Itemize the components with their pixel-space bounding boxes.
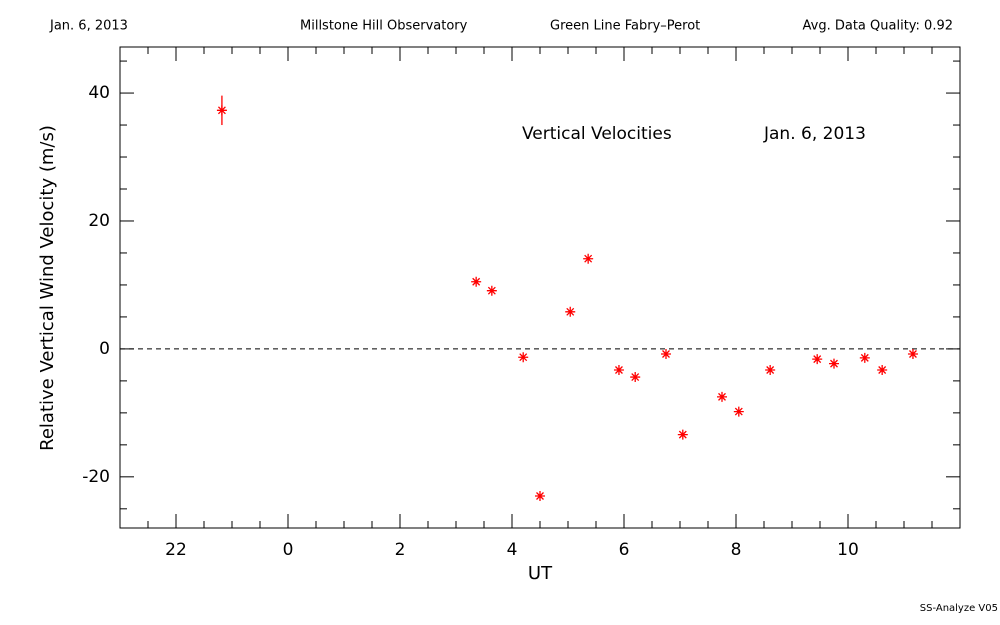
point xyxy=(677,429,688,440)
point xyxy=(859,352,870,363)
annotation-title: Vertical Velocities xyxy=(522,124,672,144)
x-tick-label: 0 xyxy=(283,540,294,560)
point xyxy=(907,349,918,360)
point xyxy=(733,406,744,417)
point xyxy=(583,253,594,264)
point xyxy=(486,285,497,296)
point xyxy=(613,365,624,376)
x-tick-label: 2 xyxy=(395,540,406,560)
footer: SS-Analyze V05 xyxy=(920,603,998,614)
y-tick-label: 20 xyxy=(88,211,110,231)
annotation-date: Jan. 6, 2013 xyxy=(763,124,866,144)
y-axis-label: Relative Vertical Wind Velocity (m/s) xyxy=(37,125,58,451)
header-date: Jan. 6, 2013 xyxy=(49,19,128,34)
point xyxy=(812,354,823,365)
point xyxy=(829,358,839,369)
x-tick-label: 6 xyxy=(619,540,630,560)
point xyxy=(717,391,727,402)
y-tick-label: 40 xyxy=(88,83,110,103)
point xyxy=(471,276,482,287)
x-axis-label: UT xyxy=(528,563,553,584)
y-tick-label: -20 xyxy=(82,467,110,487)
point xyxy=(765,365,776,376)
x-tick-label: 8 xyxy=(731,540,742,560)
header-instrument: Green Line Fabry–Perot xyxy=(550,19,700,34)
point xyxy=(877,365,888,376)
y-tick-label: 0 xyxy=(99,339,110,359)
point xyxy=(518,352,529,363)
point xyxy=(216,105,227,116)
header-quality: Avg. Data Quality: 0.92 xyxy=(803,19,953,34)
point xyxy=(565,306,576,317)
x-tick-label: 22 xyxy=(165,540,187,560)
point xyxy=(535,491,545,502)
x-tick-label: 10 xyxy=(837,540,859,560)
header-observatory: Millstone Hill Observatory xyxy=(300,19,468,34)
x-tick-label: 4 xyxy=(507,540,518,560)
point xyxy=(630,372,641,383)
point xyxy=(661,349,671,360)
